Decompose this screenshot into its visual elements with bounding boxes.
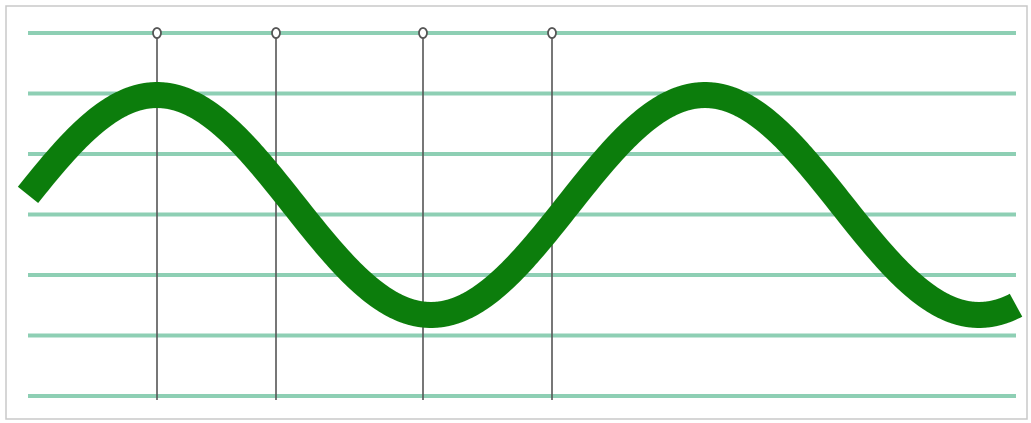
marker-circle-icon	[152, 27, 162, 39]
marker-circle-icon	[271, 27, 281, 39]
marker-2	[271, 27, 281, 400]
marker-circle-icon	[547, 27, 557, 39]
sine-wave	[17, 82, 1027, 328]
markers	[152, 27, 557, 400]
marker-circle-icon	[418, 27, 428, 39]
marker-3	[418, 27, 428, 400]
